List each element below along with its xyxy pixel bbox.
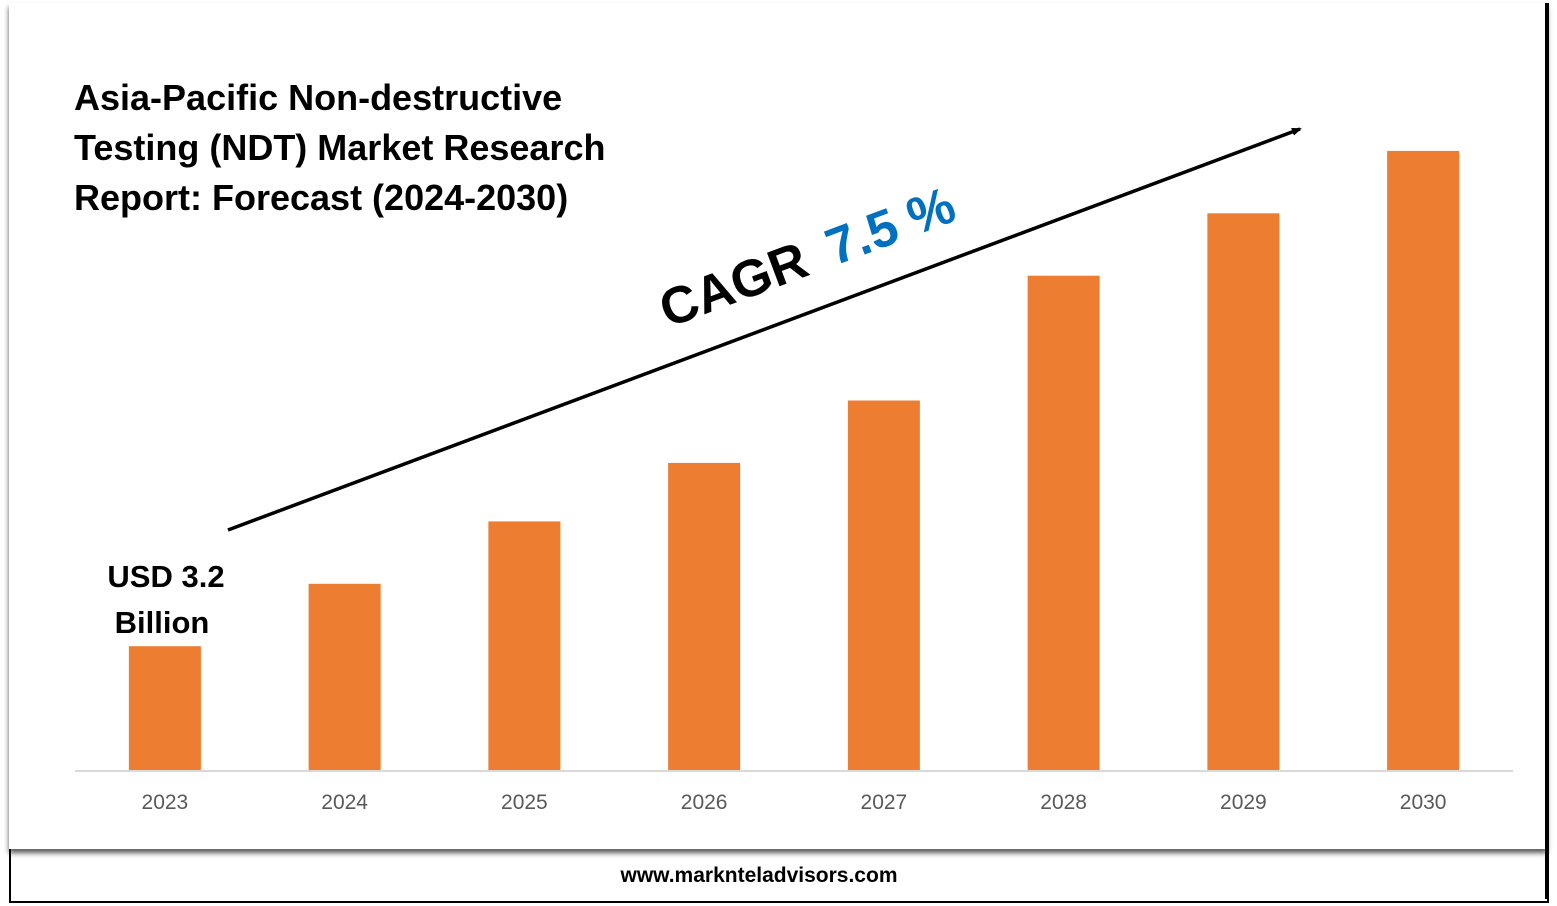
frame-border xyxy=(1545,3,1547,899)
x-tick-2023: 2023 xyxy=(142,791,189,814)
x-tick-2027: 2027 xyxy=(861,791,908,814)
title-line-2: Testing (NDT) Market Research xyxy=(74,127,605,168)
title-line-1: Asia-Pacific Non-destructive xyxy=(74,77,562,118)
bar-2030 xyxy=(1387,150,1460,771)
bars-group xyxy=(128,150,1460,772)
x-tick-2025: 2025 xyxy=(501,791,548,814)
bar-2028 xyxy=(1027,275,1100,771)
bar-2026 xyxy=(668,462,741,771)
cagr-label: CAGR xyxy=(652,231,816,339)
x-tick-2029: 2029 xyxy=(1220,791,1267,814)
x-tick-2030: 2030 xyxy=(1400,791,1447,814)
footer-website[interactable]: www.marknteladvisors.com xyxy=(620,864,898,887)
bar-2024 xyxy=(308,583,381,771)
bar-2029 xyxy=(1207,213,1280,772)
bar-2025 xyxy=(488,521,561,771)
start-value-line-1: USD 3.2 xyxy=(107,559,224,594)
bar-2027 xyxy=(847,400,920,771)
x-tick-2028: 2028 xyxy=(1040,791,1087,814)
title-line-3: Report: Forecast (2024-2030) xyxy=(74,177,568,218)
x-tick-labels: 2023 2024 2025 2026 2027 2028 2029 2030 xyxy=(142,791,1447,814)
x-tick-2026: 2026 xyxy=(681,791,728,814)
trend-arrow xyxy=(227,127,1302,532)
chart-title: Asia-Pacific Non-destructive Testing (ND… xyxy=(74,77,605,218)
start-value-line-2: Billion xyxy=(115,605,210,640)
bar-2023 xyxy=(128,646,201,771)
chart-panel xyxy=(9,3,1547,849)
x-tick-2024: 2024 xyxy=(321,791,368,814)
